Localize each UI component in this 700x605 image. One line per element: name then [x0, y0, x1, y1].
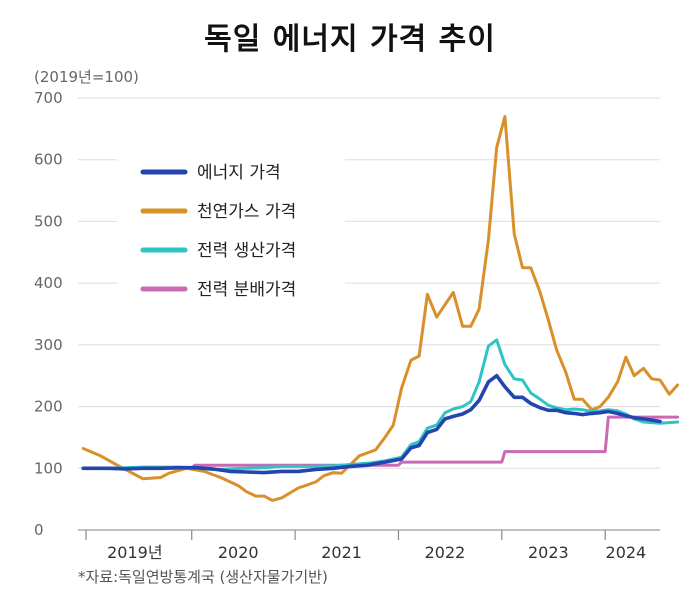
x-tick-label: 2022 [425, 543, 466, 562]
y-tick-label: 100 [34, 459, 63, 477]
legend-label: 전력 분배가격 [197, 280, 296, 300]
x-tick-label: 2024 [606, 543, 647, 562]
y-tick-label: 600 [34, 151, 63, 169]
chart-title: 독일 에너지 가격 추이 [204, 22, 496, 57]
legend-label: 에너지 가격 [197, 163, 281, 183]
series-line-1 [81, 373, 662, 475]
legend-label: 천연가스 가격 [197, 202, 296, 222]
y-tick-label: 700 [34, 89, 63, 107]
axis-layer: 0 100 200 300 400 500 600 700 2019년 2020 2021 2022 2… [34, 89, 646, 562]
series-line-4 [81, 415, 680, 470]
series-layer [81, 115, 680, 502]
x-tick-label: 2021 [321, 543, 362, 562]
y-tick-label: 400 [34, 274, 63, 292]
legend-label: 전력 생산가격 [197, 241, 296, 261]
y-tick-label: 0 [34, 521, 44, 539]
y-tick-label: 500 [34, 212, 63, 230]
x-tick-label: 2019년 [107, 543, 162, 562]
x-tick-label: 2020 [218, 543, 259, 562]
y-tick-label: 200 [34, 398, 63, 416]
source-note: *자료:독일연방통계국 (생산자물가기반) [78, 568, 328, 586]
series-line-2 [81, 115, 680, 502]
unit-label: (2019년=100) [34, 68, 139, 86]
legend-box [117, 136, 345, 324]
x-tick-label: 2023 [528, 543, 569, 562]
y-tick-label: 300 [34, 336, 63, 354]
